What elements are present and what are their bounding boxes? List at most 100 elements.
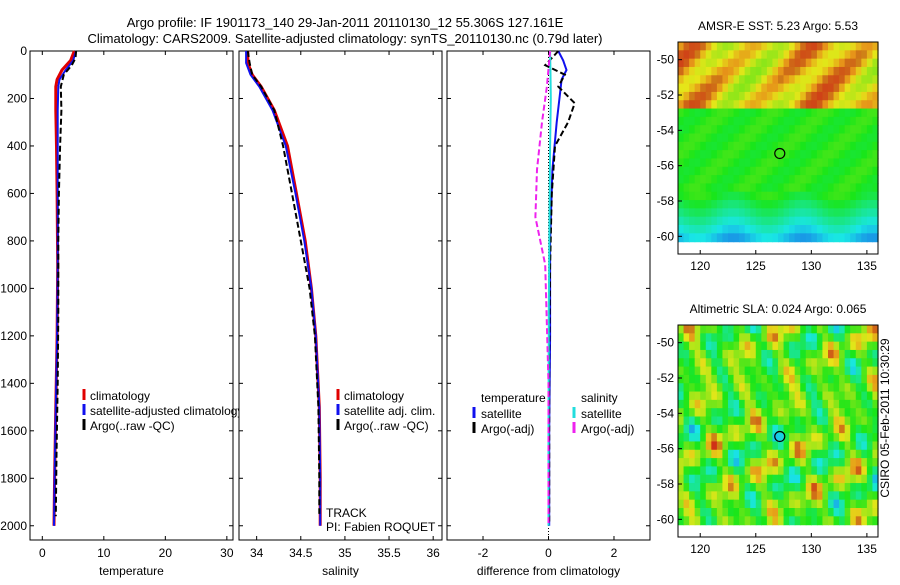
- map-cell: [822, 408, 829, 418]
- map-cell: [855, 42, 862, 51]
- map-cell: [839, 399, 846, 409]
- map-cell: [800, 458, 807, 468]
- map-cell: [728, 191, 735, 201]
- map-cell: [733, 42, 740, 51]
- map-cell: [689, 150, 696, 160]
- map-cell: [805, 374, 812, 384]
- map-cell: [766, 200, 774, 209]
- map-cell: [750, 75, 757, 85]
- map-cell: [778, 508, 785, 517]
- map-cell: [766, 216, 774, 226]
- map-cell: [805, 325, 812, 334]
- map-cell: [789, 374, 796, 384]
- map-cell: [828, 483, 835, 492]
- map-cell: [794, 416, 801, 426]
- map-cell: [789, 383, 796, 393]
- map-cell: [766, 42, 774, 51]
- map-cell: [811, 42, 818, 51]
- map-cell: [678, 508, 685, 517]
- map-cell: [739, 108, 746, 118]
- map-cell: [822, 516, 829, 526]
- map-cell: [850, 408, 857, 418]
- map-cell: [816, 333, 824, 343]
- map-cell: [822, 399, 829, 409]
- map-cell: [722, 100, 729, 110]
- map-cell: [789, 108, 796, 118]
- map-cell: [783, 225, 790, 234]
- map-cell: [689, 141, 696, 151]
- map-cell: [705, 474, 712, 484]
- map-cell: [772, 474, 779, 484]
- map-cell: [739, 91, 746, 101]
- map-cell: [755, 408, 762, 418]
- map-cell: [828, 233, 835, 243]
- map-cell: [711, 116, 718, 126]
- map-cell: [766, 75, 774, 85]
- map-cell: [705, 333, 712, 343]
- map-cell: [789, 91, 796, 101]
- map-cell: [744, 125, 751, 135]
- map-cell: [728, 58, 735, 68]
- map-cell: [766, 175, 774, 185]
- map-cell: [733, 499, 740, 509]
- map-cell: [861, 325, 868, 334]
- map-cell: [828, 433, 835, 443]
- map-cell: [772, 125, 779, 135]
- map-cell: [678, 458, 685, 468]
- x-tick-label: 0: [545, 546, 552, 560]
- map-cell: [816, 166, 824, 176]
- map-cell: [755, 508, 762, 517]
- map-cell: [811, 399, 818, 409]
- map-cell: [811, 341, 818, 351]
- map-cell: [811, 508, 818, 517]
- map-cell: [728, 75, 735, 85]
- map-cell: [844, 75, 851, 85]
- map-cell: [678, 341, 685, 351]
- map-cell: [800, 50, 807, 60]
- y-tick-label: 800: [7, 234, 27, 248]
- map-cell: [866, 341, 874, 351]
- map-cell: [689, 516, 696, 526]
- map-cell: [866, 91, 874, 101]
- map-cell: [739, 191, 746, 201]
- map-cell: [739, 458, 746, 468]
- map-cell: [789, 433, 796, 443]
- map-cell: [716, 383, 724, 393]
- map-cell: [839, 91, 846, 101]
- map-cell: [689, 116, 696, 126]
- map-cell: [761, 341, 768, 351]
- map-cell: [872, 208, 879, 218]
- map-cell: [800, 374, 807, 384]
- map-cell: [772, 508, 779, 517]
- map-cell: [683, 66, 690, 76]
- map-cell: [716, 108, 724, 118]
- map-cell: [789, 175, 796, 185]
- map-cell: [872, 358, 879, 368]
- map-cell: [678, 325, 685, 334]
- map-cell: [739, 50, 746, 60]
- map-cell: [722, 83, 729, 93]
- map-cell: [794, 474, 801, 484]
- map-cell: [811, 366, 818, 376]
- map-cell: [839, 133, 846, 143]
- map-cell: [794, 499, 801, 509]
- map-cell: [861, 366, 868, 376]
- map-cell: [839, 433, 846, 443]
- map-cell: [683, 208, 690, 218]
- x-tick-label: 120: [690, 259, 710, 273]
- map-cell: [828, 200, 835, 209]
- map-cell: [705, 183, 712, 193]
- map-cell: [733, 474, 740, 484]
- map-cell: [761, 333, 768, 343]
- map-cell: [722, 183, 729, 193]
- map-cell: [716, 333, 724, 343]
- map-cell: [733, 150, 740, 160]
- map-cell: [733, 50, 740, 60]
- map-cell: [711, 175, 718, 185]
- map-cell: [828, 225, 835, 234]
- map-cell: [683, 424, 690, 434]
- map-cell: [805, 200, 812, 209]
- map-cell: [778, 325, 785, 334]
- map-cell: [855, 116, 862, 126]
- map-cell: [761, 200, 768, 209]
